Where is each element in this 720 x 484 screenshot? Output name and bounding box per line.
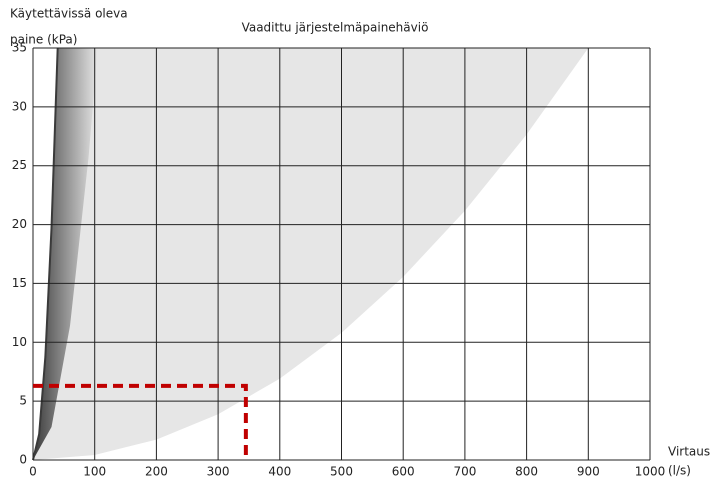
y-tick-label: 5 bbox=[19, 394, 27, 408]
plot bbox=[32, 47, 651, 461]
x-tick-label: 200 bbox=[145, 465, 168, 479]
pressure-region bbox=[33, 48, 589, 460]
y-tick-label: 0 bbox=[19, 453, 27, 467]
x-axis-label: Virtaus bbox=[668, 445, 710, 459]
x-tick-label: 1000 bbox=[635, 465, 666, 479]
x-axis-label: (l/s) bbox=[668, 464, 691, 478]
x-tick-label: 600 bbox=[392, 465, 415, 479]
x-tick-label: 900 bbox=[577, 465, 600, 479]
x-tick-label: 400 bbox=[268, 465, 291, 479]
x-tick-label: 700 bbox=[453, 465, 476, 479]
y-tick-label: 20 bbox=[12, 217, 27, 231]
y-tick-label: 35 bbox=[12, 41, 27, 55]
y-tick-label: 15 bbox=[12, 276, 27, 290]
x-tick-label: 0 bbox=[29, 465, 37, 479]
steep-band bbox=[33, 48, 98, 460]
y-tick-label: 30 bbox=[12, 99, 27, 113]
x-tick-label: 300 bbox=[207, 465, 230, 479]
y-axis-label: Käytettävissä oleva bbox=[10, 7, 128, 21]
y-tick-label: 10 bbox=[12, 335, 27, 349]
y-axis-label: paine (kPa) bbox=[10, 33, 77, 47]
band-edge bbox=[32, 47, 59, 461]
operating-point-marker bbox=[33, 383, 248, 460]
chart-title: Vaadittu järjestelmäpainehäviö bbox=[242, 21, 429, 35]
y-tick-label: 25 bbox=[12, 158, 27, 172]
x-tick-label: 500 bbox=[330, 465, 353, 479]
x-tick-label: 800 bbox=[515, 465, 538, 479]
x-tick-label: 100 bbox=[83, 465, 106, 479]
